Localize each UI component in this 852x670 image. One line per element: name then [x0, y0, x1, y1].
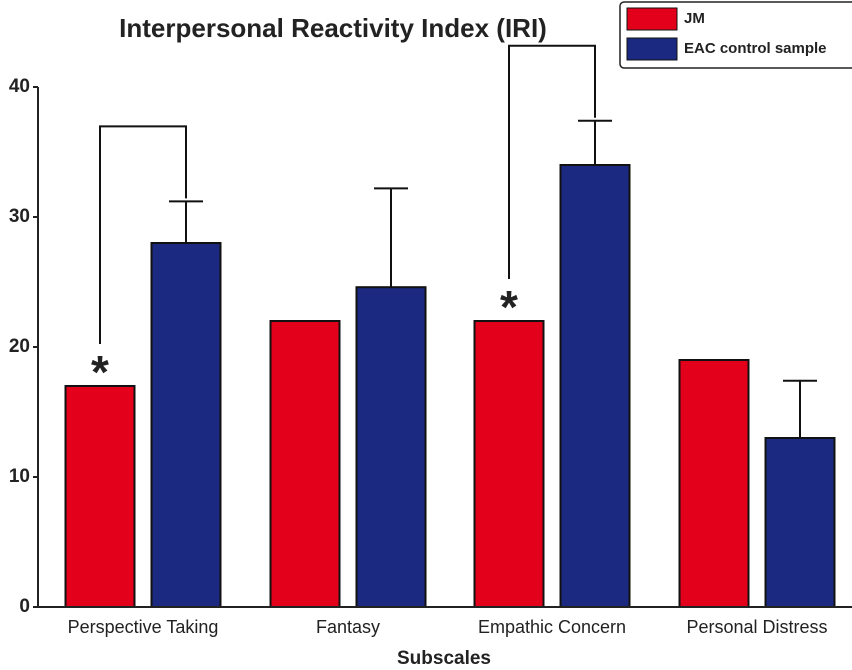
bar [150, 242, 222, 608]
bar [269, 320, 341, 608]
significance-bracket [508, 44, 596, 279]
legend-swatch [626, 7, 678, 31]
y-tick-label: 40 [9, 76, 30, 97]
x-tick-label: Perspective Taking [68, 617, 219, 637]
chart-title: Interpersonal Reactivity Index (IRI) [119, 13, 547, 43]
legend-swatch [626, 37, 678, 61]
bar [355, 286, 427, 608]
significance-bracket [99, 125, 187, 344]
error-bar [169, 200, 203, 243]
y-tick-label: 20 [9, 336, 30, 357]
y-tick-label: 30 [9, 206, 30, 227]
bar [764, 437, 836, 608]
x-axis-label: Subscales [397, 648, 491, 669]
legend-label: EAC control sample [684, 40, 827, 57]
y-tick-label: 10 [9, 466, 30, 487]
legend-label: JM [684, 10, 705, 27]
error-bar [783, 379, 817, 438]
bar [64, 385, 136, 608]
bar [678, 359, 750, 608]
legend-box [619, 1, 852, 69]
error-bar [374, 187, 408, 288]
y-tick-label: 0 [19, 596, 30, 617]
x-tick-label: Personal Distress [686, 617, 827, 637]
bar [559, 164, 631, 608]
x-tick-label: Empathic Concern [478, 617, 626, 637]
bar [473, 320, 545, 608]
error-bar [578, 119, 612, 165]
x-tick-label: Fantasy [316, 617, 380, 637]
significance-star: * [91, 346, 109, 398]
significance-star: * [500, 281, 518, 333]
